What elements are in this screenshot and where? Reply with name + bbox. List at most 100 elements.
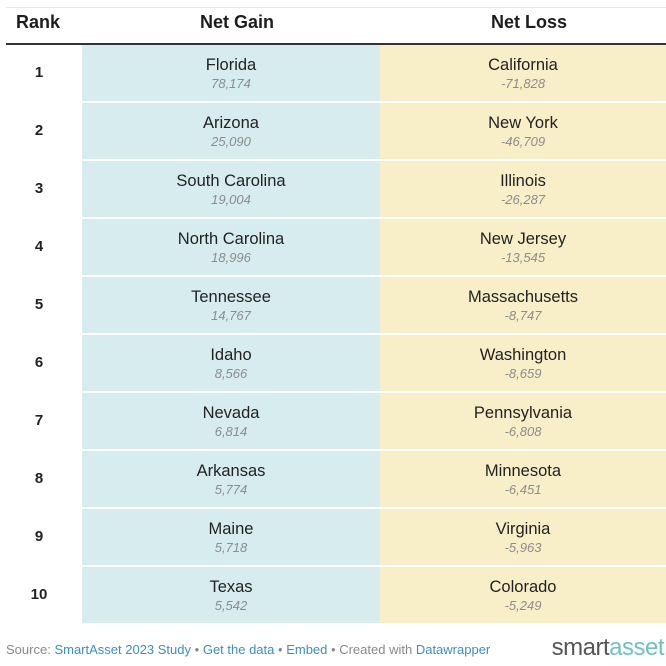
gain-state-name: Arizona — [203, 114, 259, 132]
net-gain-cell: Maine 5,718 — [82, 509, 380, 565]
rank-cell: 4 — [34, 238, 44, 255]
loss-value: -8,659 — [504, 366, 542, 381]
gain-state-name: South Carolina — [176, 172, 286, 190]
rank-cell: 8 — [34, 470, 44, 487]
loss-value: -6,808 — [504, 424, 542, 439]
rank-cell: 7 — [34, 412, 44, 429]
source-label: Source: — [6, 642, 51, 657]
loss-state-name: New Jersey — [479, 230, 567, 248]
header-divider — [6, 43, 666, 45]
header-net-gain: Net Gain — [199, 12, 274, 32]
loss-state-name: New York — [488, 114, 558, 132]
loss-state-name: Colorado — [489, 578, 557, 596]
table-row: 8 Arkansas 5,774 Minnesota -6,451 — [6, 451, 666, 509]
table-row: 5 Tennessee 14,767 Massachusetts -8,747 — [6, 277, 666, 335]
gain-value: 25,090 — [211, 134, 251, 149]
net-loss-cell: Virginia -5,963 — [380, 509, 666, 565]
loss-state-name: Massachusetts — [467, 288, 579, 306]
loss-state-name: Virginia — [495, 520, 551, 538]
rank-cell: 9 — [34, 528, 44, 545]
gain-value: 6,814 — [214, 424, 248, 439]
table-row: 7 Nevada 6,814 Pennsylvania -6,808 — [6, 393, 666, 451]
header-rank: Rank — [16, 12, 61, 32]
gain-state-name: Tennessee — [191, 288, 271, 306]
loss-value: -5,963 — [504, 540, 542, 555]
gain-state-name: North Carolina — [177, 230, 285, 248]
gain-value: 19,004 — [211, 192, 251, 207]
net-gain-cell: Florida 78,174 — [82, 45, 380, 101]
net-loss-cell: Colorado -5,249 — [380, 567, 666, 623]
gain-value: 5,542 — [214, 598, 248, 613]
loss-state-name: Illinois — [500, 172, 546, 190]
loss-value: -46,709 — [500, 134, 546, 149]
loss-state-name: Pennsylvania — [473, 404, 573, 422]
logo-text-smart: smart — [551, 634, 610, 661]
net-gain-cell: South Carolina 19,004 — [82, 161, 380, 217]
gain-value: 18,996 — [211, 250, 251, 265]
net-gain-cell: Idaho 8,566 — [82, 335, 380, 391]
gain-value: 78,174 — [211, 76, 251, 91]
top-divider — [6, 7, 666, 8]
loss-value: -5,249 — [504, 598, 542, 613]
gain-value: 8,566 — [214, 366, 248, 381]
loss-value: -6,451 — [504, 482, 542, 497]
gain-state-name: Maine — [208, 520, 254, 538]
gain-state-name: Texas — [209, 578, 253, 596]
net-loss-cell: California -71,828 — [380, 45, 666, 101]
net-gain-cell: Tennessee 14,767 — [82, 277, 380, 333]
net-loss-cell: Pennsylvania -6,808 — [380, 393, 666, 449]
rank-cell: 6 — [34, 354, 44, 371]
created-with-label: Created with — [339, 642, 413, 657]
gain-state-name: Nevada — [202, 404, 260, 422]
gain-value: 14,767 — [211, 308, 251, 323]
table-row: 2 Arizona 25,090 New York -46,709 — [6, 103, 666, 161]
net-loss-cell: Illinois -26,287 — [380, 161, 666, 217]
table-row: 10 Texas 5,542 Colorado -5,249 — [6, 567, 666, 625]
embed-link[interactable]: Embed — [286, 642, 328, 657]
gain-state-name: Arkansas — [196, 462, 266, 480]
separator: • — [278, 642, 283, 657]
net-gain-cell: Nevada 6,814 — [82, 393, 380, 449]
get-data-link[interactable]: Get the data — [202, 642, 275, 657]
datawrapper-link[interactable]: Datawrapper — [415, 642, 491, 657]
table-row: 6 Idaho 8,566 Washington -8,659 — [6, 335, 666, 393]
gain-state-name: Florida — [205, 56, 257, 74]
separator: • — [331, 642, 336, 657]
source-link[interactable]: SmartAsset 2023 Study — [54, 642, 192, 657]
header-net-loss: Net Loss — [490, 12, 568, 32]
separator: • — [194, 642, 200, 657]
smartasset-logo: smartasset — [551, 634, 665, 662]
table-body: 1 Florida 78,174 California -71,828 2 Arizona 2… — [6, 45, 666, 625]
net-gain-cell: Texas 5,542 — [82, 567, 380, 623]
table-row: 3 South Carolina 19,004 Illinois -26,287 — [6, 161, 666, 219]
table-row: 9 Maine 5,718 Virginia -5,963 — [6, 509, 666, 567]
table-header: Rank Net Gain Net Loss — [6, 10, 666, 43]
loss-value: -26,287 — [500, 192, 546, 207]
net-gain-cell: North Carolina 18,996 — [82, 219, 380, 275]
gain-value: 5,774 — [214, 482, 248, 497]
gain-value: 5,718 — [214, 540, 248, 555]
rank-cell: 3 — [34, 180, 44, 197]
loss-value: -71,828 — [500, 76, 546, 91]
rank-cell: 2 — [34, 122, 44, 139]
net-loss-cell: Washington -8,659 — [380, 335, 666, 391]
rank-cell: 5 — [34, 296, 44, 313]
table-row: 1 Florida 78,174 California -71,828 — [6, 45, 666, 103]
loss-state-name: Washington — [479, 346, 567, 364]
gain-state-name: Idaho — [210, 346, 252, 364]
net-loss-cell: Minnesota -6,451 — [380, 451, 666, 507]
logo-text-asset: asset — [609, 634, 664, 661]
net-loss-cell: New Jersey -13,545 — [380, 219, 666, 275]
net-loss-cell: New York -46,709 — [380, 103, 666, 159]
table-row: 4 North Carolina 18,996 New Jersey -13,545 — [6, 219, 666, 277]
footer: Source: SmartAsset 2023 Study • Get the … — [6, 642, 490, 657]
net-loss-cell: Massachusetts -8,747 — [380, 277, 666, 333]
net-gain-cell: Arkansas 5,774 — [82, 451, 380, 507]
net-gain-cell: Arizona 25,090 — [82, 103, 380, 159]
loss-state-name: Minnesota — [484, 462, 562, 480]
loss-value: -13,545 — [500, 250, 546, 265]
rank-cell: 1 — [34, 64, 44, 81]
loss-value: -8,747 — [504, 308, 542, 323]
rank-cell: 10 — [30, 586, 48, 603]
loss-state-name: California — [488, 56, 558, 74]
